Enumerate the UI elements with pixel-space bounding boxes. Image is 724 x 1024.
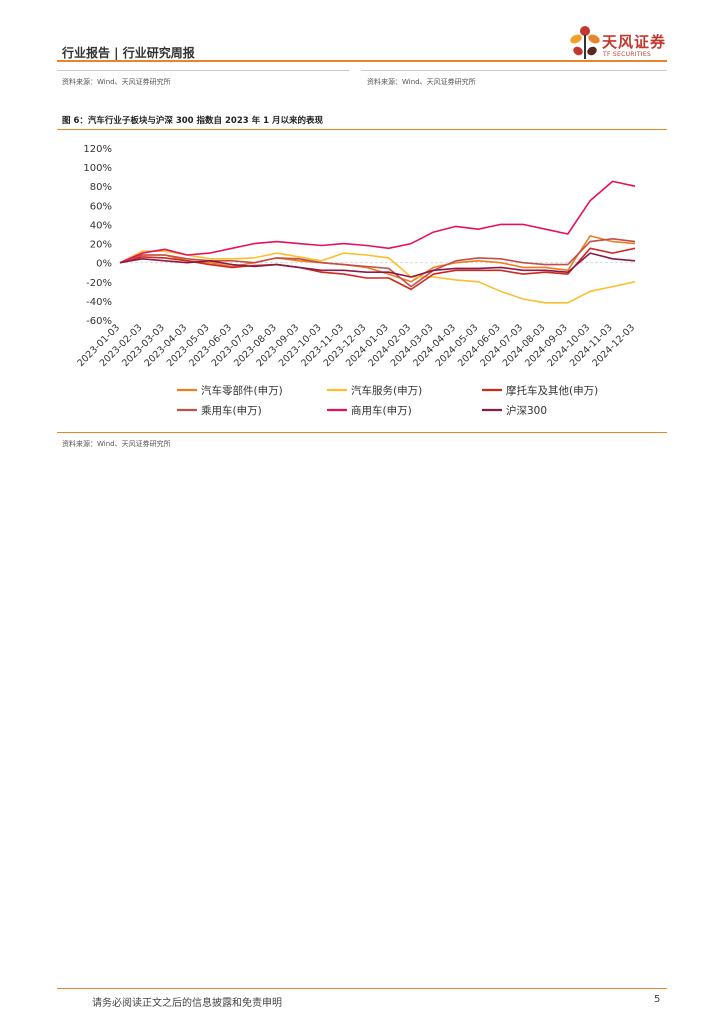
figure-rule-top [57,129,667,130]
legend-label: 汽车服务(申万) [351,384,422,397]
column-rule-right [361,70,667,71]
report-header-title: 行业报告 | 行业研究周报 [62,46,195,60]
legend-label: 乘用车(申万) [201,404,262,417]
y-tick-label: 0% [96,259,112,270]
y-tick-label: 60% [90,201,112,212]
legend-label: 沪深300 [506,404,547,417]
y-tick-label: -20% [86,278,112,289]
y-tick-label: 40% [90,220,112,231]
source-note-right: 资料来源：Wind、天风证券研究所 [367,78,476,86]
page-number: 5 [654,994,661,1005]
series-line [119,247,636,291]
chart-canvas: 120%100%80%60%40%20%0%-20%-40%-60% 2023-… [75,144,637,417]
y-tick-label: 80% [90,182,112,193]
legend-label: 商用车(申万) [351,404,412,417]
column-rule-left [57,70,349,71]
logo-subtitle: TF SECURITIES [603,51,652,58]
figure-rule-bottom [57,432,667,433]
logo-name: 天风证券 [602,33,667,51]
series-line [119,180,636,264]
footer-disclaimer: 请务必阅读正文之后的信息披露和免责申明 [92,998,282,1009]
header-rule [57,60,667,62]
legend-label: 汽车零部件(申万) [201,384,283,397]
y-tick-label: 100% [83,163,112,174]
footer-rule [57,988,667,989]
y-tick-label: 20% [90,240,112,251]
legend-label: 摩托车及其他(申万) [506,384,598,397]
y-tick-label: -40% [86,297,112,308]
figure-source-note: 资料来源：Wind、天风证券研究所 [62,440,171,448]
series-line [119,250,636,304]
series-line [119,252,636,278]
y-tick-label: 120% [83,144,112,155]
line-chart: 120% 100% 80% 60% 40% 20% 0% -20% -40% -60% 2023-… [57,132,667,430]
series-line [119,235,636,283]
company-logo: 天风证券 TF SECURITIES [568,22,668,62]
figure-title: 图 6：汽车行业子板块与沪深 300 指数自 2023 年 1 月以来的表现 [62,116,323,126]
y-tick-label: -60% [86,316,112,327]
logo-mark-icon [570,26,600,59]
source-note-left: 资料来源：Wind、天风证券研究所 [62,78,171,86]
